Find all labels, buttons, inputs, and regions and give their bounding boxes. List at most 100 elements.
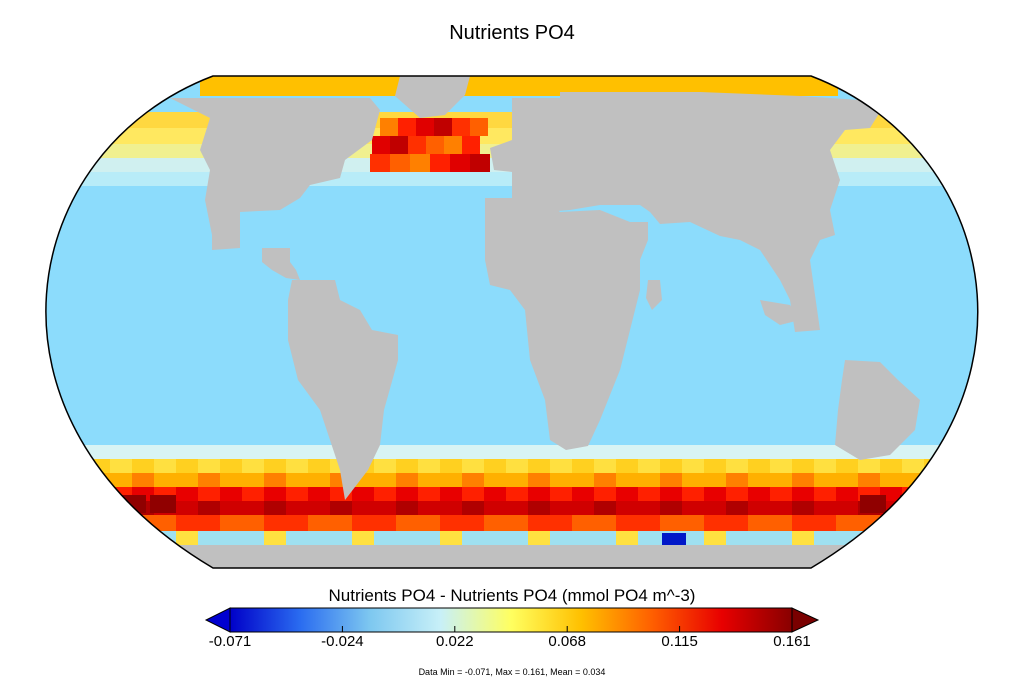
grid-cell bbox=[792, 473, 814, 487]
grid-cell bbox=[682, 445, 704, 459]
colorbar-below-arrow bbox=[204, 607, 231, 633]
grid-cell bbox=[440, 487, 462, 501]
grid-cell bbox=[198, 515, 220, 531]
grid-cell bbox=[396, 473, 418, 487]
grid-cell bbox=[286, 487, 308, 501]
grid-cell bbox=[792, 501, 814, 515]
grid-cell bbox=[860, 495, 886, 513]
grid-cell bbox=[616, 473, 638, 487]
grid-cell bbox=[264, 531, 286, 545]
grid-cell bbox=[814, 501, 836, 515]
grid-cell bbox=[288, 76, 310, 96]
grid-cell bbox=[918, 172, 940, 186]
grid-cell bbox=[220, 531, 242, 545]
grid-cell bbox=[772, 76, 794, 96]
grid-cell bbox=[896, 172, 918, 186]
grid-cell bbox=[728, 76, 750, 96]
grid-cell bbox=[638, 515, 660, 531]
land-greenland bbox=[395, 76, 470, 118]
grid-cell bbox=[132, 473, 154, 487]
grid-cell bbox=[242, 445, 264, 459]
grid-cell bbox=[418, 459, 440, 473]
grid-cell bbox=[352, 487, 374, 501]
grid-cell bbox=[748, 459, 770, 473]
grid-cell bbox=[968, 531, 978, 545]
grid-cell bbox=[376, 76, 398, 96]
grid-cell bbox=[82, 158, 104, 172]
grid-cell bbox=[924, 501, 946, 515]
grid-cell bbox=[220, 501, 242, 515]
grid-cell bbox=[748, 445, 770, 459]
grid-cell bbox=[900, 495, 926, 513]
grid-cell bbox=[0, 501, 22, 515]
grid-cell bbox=[176, 445, 198, 459]
grid-cell bbox=[398, 118, 416, 136]
grid-cell bbox=[550, 487, 572, 501]
grid-cell bbox=[310, 76, 332, 96]
grid-cell bbox=[1012, 459, 1024, 473]
grid-cell bbox=[286, 501, 308, 515]
grid-cell bbox=[434, 172, 456, 186]
grid-cell bbox=[308, 459, 330, 473]
grid-cell bbox=[902, 515, 924, 531]
grid-cell bbox=[704, 487, 726, 501]
grid-cell bbox=[638, 487, 660, 501]
grid-cell bbox=[148, 172, 170, 186]
grid-cell bbox=[462, 445, 484, 459]
grid-cell bbox=[220, 445, 242, 459]
colorbar-tick-label: 0.115 bbox=[661, 633, 698, 650]
grid-cell bbox=[330, 515, 352, 531]
grid-cell bbox=[286, 531, 308, 545]
grid-cell bbox=[874, 172, 896, 186]
grid-cell bbox=[874, 144, 896, 158]
grid-cell bbox=[222, 76, 244, 96]
land-north-america bbox=[170, 98, 380, 250]
grid-cell bbox=[902, 473, 924, 487]
grid-cell bbox=[154, 459, 176, 473]
grid-cell bbox=[396, 531, 418, 545]
grid-cell bbox=[308, 487, 330, 501]
grid-cell bbox=[794, 76, 816, 96]
grid-cell bbox=[418, 473, 440, 487]
grid-cell bbox=[814, 445, 836, 459]
grid-cell bbox=[902, 487, 924, 501]
grid-cell bbox=[660, 501, 682, 515]
grid-cell bbox=[444, 136, 462, 154]
grid-cell bbox=[968, 501, 978, 515]
grid-cell bbox=[242, 487, 264, 501]
grid-cell bbox=[408, 136, 426, 154]
grid-cell bbox=[726, 501, 748, 515]
grid-cell bbox=[150, 495, 176, 513]
grid-cell bbox=[418, 501, 440, 515]
grid-cell bbox=[0, 531, 22, 545]
grid-cell bbox=[82, 128, 104, 144]
grid-cell bbox=[528, 515, 550, 531]
grid-cell bbox=[1012, 487, 1024, 501]
grid-cell bbox=[66, 515, 88, 531]
grid-cell bbox=[572, 473, 594, 487]
grid-cell bbox=[792, 445, 814, 459]
grid-cell bbox=[154, 515, 176, 531]
grid-cell bbox=[896, 112, 918, 128]
grid-cell bbox=[110, 473, 132, 487]
grid-cell bbox=[462, 459, 484, 473]
grid-cell bbox=[852, 144, 874, 158]
grid-cell bbox=[110, 515, 132, 531]
grid-cell bbox=[390, 154, 410, 172]
grid-cell bbox=[484, 515, 506, 531]
grid-cell bbox=[374, 459, 396, 473]
grid-cell bbox=[22, 445, 44, 459]
grid-cell bbox=[486, 76, 508, 96]
grid-cell bbox=[640, 76, 662, 96]
grid-cell bbox=[440, 473, 462, 487]
grid-cell bbox=[704, 531, 726, 545]
grid-cell bbox=[682, 531, 704, 545]
grid-cell bbox=[374, 501, 396, 515]
grid-cell bbox=[704, 501, 726, 515]
grid-cell bbox=[45, 501, 66, 515]
grid-cell bbox=[572, 487, 594, 501]
grid-cell bbox=[66, 473, 88, 487]
grid-cell bbox=[308, 445, 330, 459]
grid-cell bbox=[594, 459, 616, 473]
grid-cell bbox=[242, 515, 264, 531]
